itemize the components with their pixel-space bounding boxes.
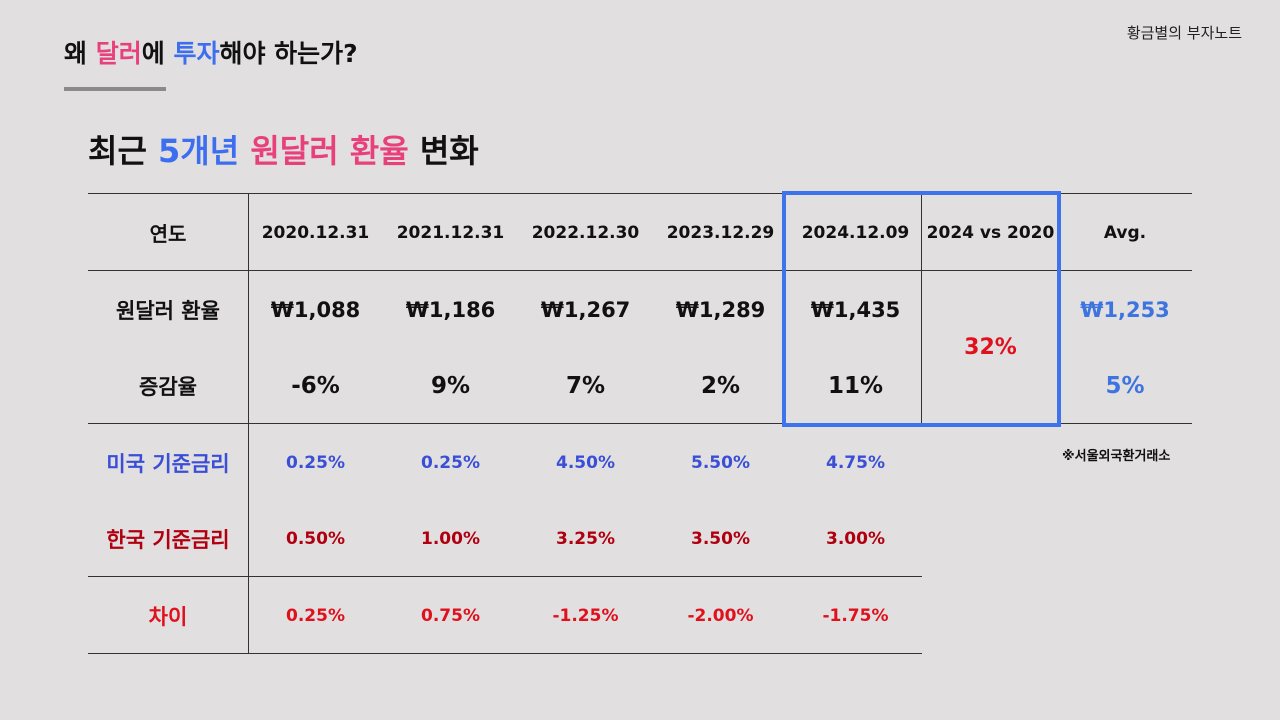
row-label-change-rate: 증감율 — [139, 374, 197, 399]
diff-value: -1.75% — [822, 605, 889, 626]
subtitle-part: 변화 — [408, 132, 479, 170]
header-date: 2024.12.09 — [801, 222, 910, 243]
diff-value: 0.75% — [421, 605, 480, 626]
change-rate-avg: 5% — [1105, 372, 1145, 399]
header-bottom-line — [88, 270, 1192, 271]
exchange-rate-avg: ₩1,253 — [1080, 298, 1170, 322]
change-rate-value: -6% — [291, 372, 340, 399]
title-underline — [64, 87, 166, 91]
header-avg: Avg. — [1103, 222, 1147, 243]
diff-value: -2.00% — [687, 605, 754, 626]
kr-rate-value: 3.50% — [691, 528, 750, 549]
comparison-value: 32% — [964, 335, 1017, 360]
header-date: 2020.12.31 — [261, 222, 370, 243]
us-rate-value: 0.25% — [286, 453, 345, 473]
change-rate-value: 9% — [430, 372, 471, 399]
comparison-column-divider — [921, 193, 922, 423]
exchange-rate-value: ₩1,088 — [270, 298, 361, 322]
exchange-rate-value: ₩1,267 — [540, 298, 631, 322]
change-rate-value: 2% — [700, 372, 741, 399]
kr-rate-value: 3.00% — [826, 528, 885, 549]
diff-value: -1.25% — [552, 605, 619, 626]
row-label-exchange-rate: 원달러 환율 — [116, 299, 220, 323]
row-label-diff: 차이 — [148, 604, 188, 629]
us-rate-value: 5.50% — [691, 453, 750, 473]
us-rate-value: 4.75% — [826, 453, 885, 473]
exchange-rate-value: ₩1,435 — [810, 298, 901, 322]
table-bottom-line — [88, 653, 922, 654]
highlight-box-2024 — [782, 191, 1061, 427]
exchange-rate-value: ₩1,186 — [405, 298, 496, 322]
kr-rate-value: 3.25% — [556, 528, 615, 549]
table-top-line — [88, 193, 1192, 194]
kr-rate-value: 1.00% — [421, 528, 480, 549]
subtitle-part-years: 5개년 — [158, 132, 240, 170]
header-date: 2022.12.30 — [531, 222, 640, 243]
title-part: 에 — [141, 39, 174, 68]
title-part-dollar: 달러 — [95, 39, 142, 68]
section-subtitle: 최근 5개년 원달러 환율 변화 — [88, 126, 479, 172]
header-comparison: 2024 vs 2020 — [926, 222, 1055, 243]
change-rate-value: 7% — [565, 372, 606, 399]
subtitle-part — [239, 132, 250, 170]
change-rate-value: 11% — [827, 372, 884, 399]
subtitle-part: 최근 — [88, 132, 159, 170]
us-rate-value: 0.25% — [421, 453, 480, 473]
source-note: ※서울외국환거래소 — [1062, 449, 1171, 464]
us-rate-value: 4.50% — [556, 453, 615, 473]
interest-block-bottom-line — [88, 576, 922, 577]
rate-block-bottom-line — [88, 423, 1192, 424]
diff-value: 0.25% — [286, 605, 345, 626]
header-date: 2023.12.29 — [666, 222, 775, 243]
header-year-label: 연도 — [149, 222, 187, 246]
subtitle-part-exchange-rate: 원달러 환율 — [250, 132, 409, 170]
row-label-kr-rate: 한국 기준금리 — [106, 527, 230, 552]
page-title: 왜 달러에 투자해야 하는가? — [64, 34, 358, 70]
title-part-invest: 투자 — [173, 39, 220, 68]
title-part: 왜 — [64, 39, 96, 68]
brand-label: 황금별의 부자노트 — [1126, 24, 1242, 42]
label-column-divider — [248, 193, 249, 654]
header-date: 2021.12.31 — [396, 222, 505, 243]
row-label-us-rate: 미국 기준금리 — [106, 452, 230, 476]
title-part: 해야 하는가? — [219, 39, 358, 68]
exchange-rate-value: ₩1,289 — [675, 298, 766, 322]
kr-rate-value: 0.50% — [286, 528, 345, 549]
